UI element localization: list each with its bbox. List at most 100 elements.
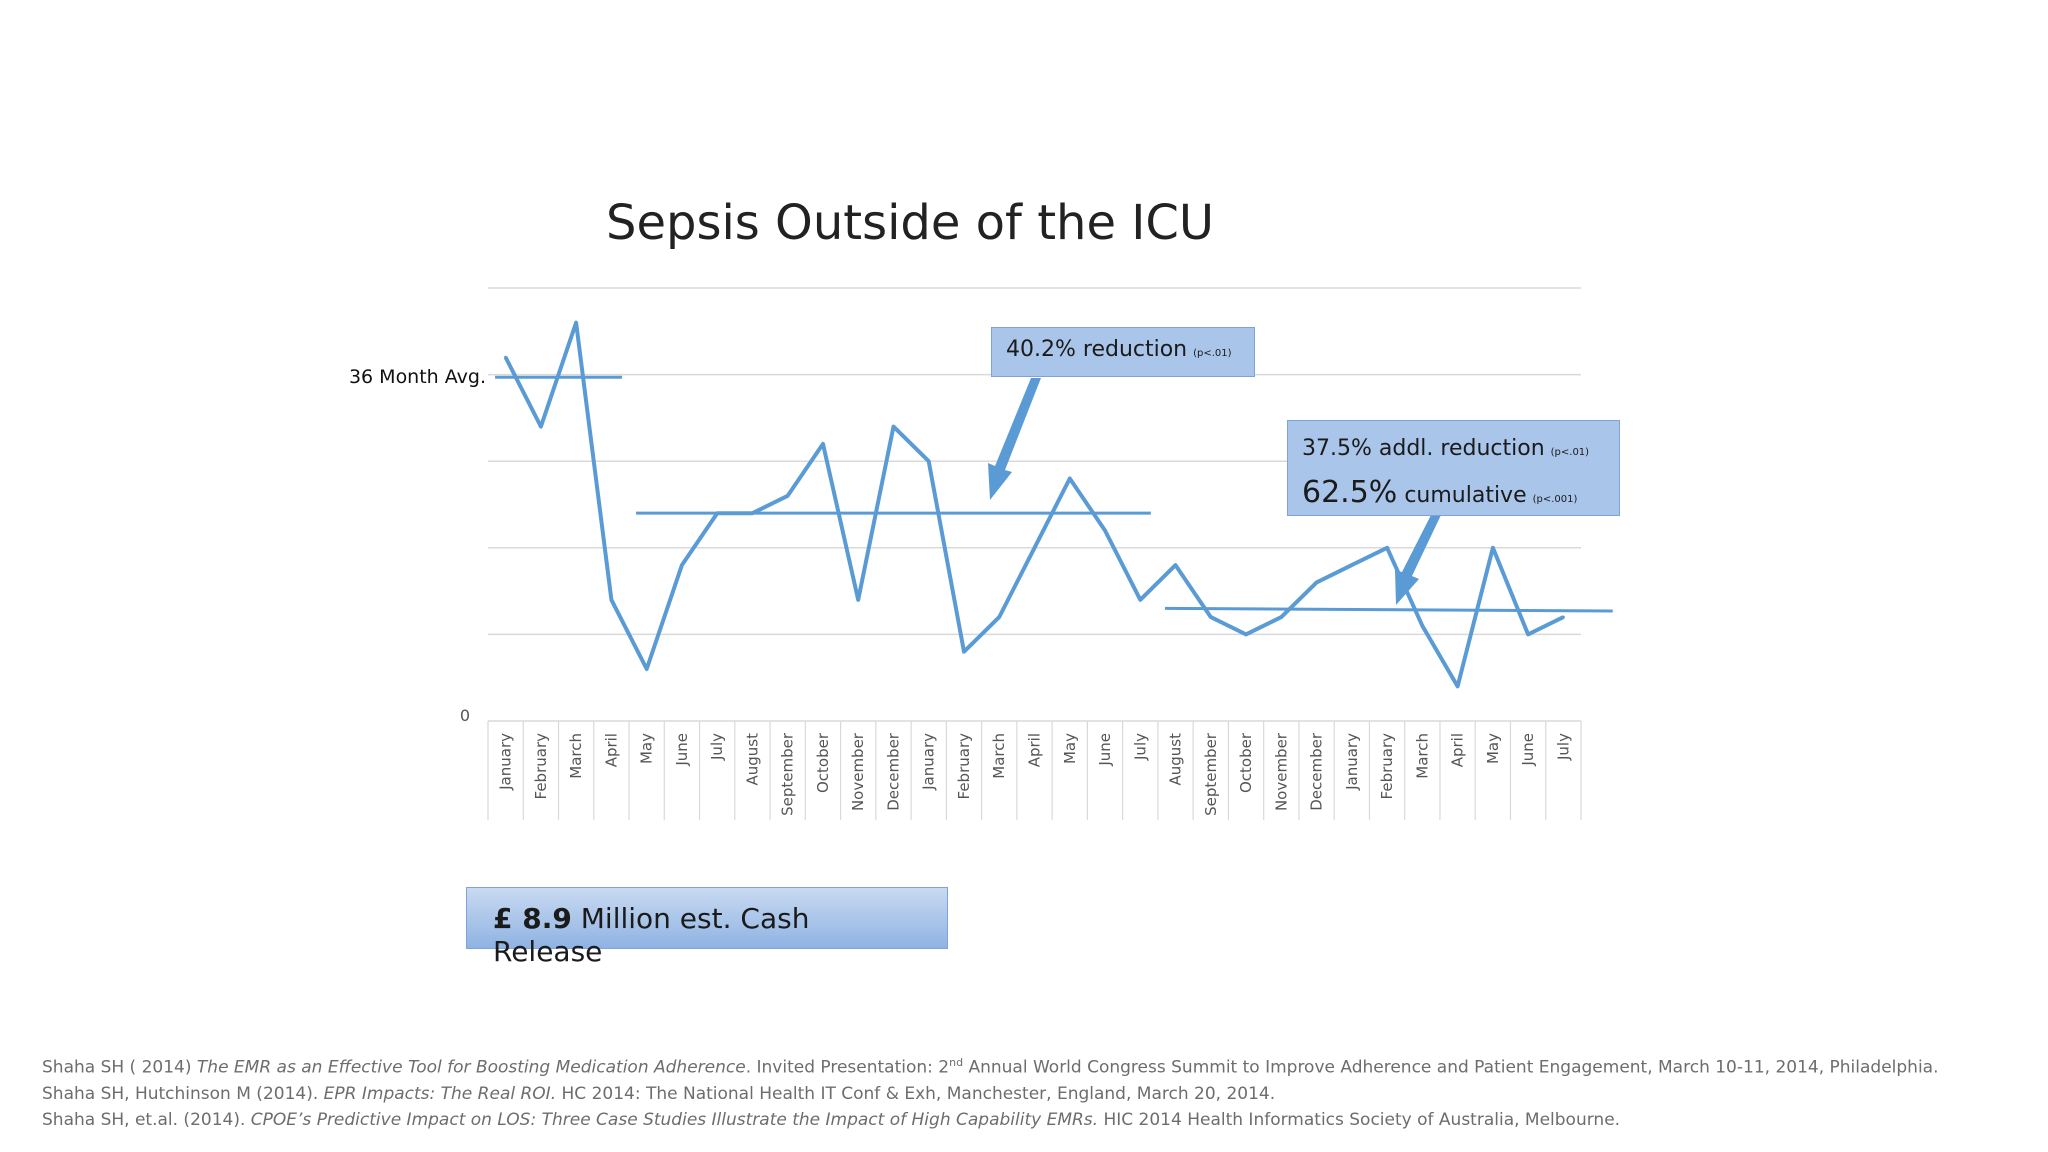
data-point: [680, 563, 684, 567]
data-point: [927, 459, 931, 463]
x-tick-label: February: [1378, 733, 1396, 800]
x-tick-label: May: [1061, 733, 1079, 764]
callout-first-pvalue: (p<.01): [1193, 348, 1232, 359]
x-tick-label: April: [1449, 733, 1467, 767]
x-tick-label: January: [1343, 733, 1361, 791]
callout-second-line1: 37.5% addl. reduction (p<.01): [1302, 429, 1605, 473]
x-tick-label: December: [884, 732, 902, 811]
x-tick-label: March: [1413, 733, 1431, 779]
x-tick-label: October: [814, 732, 832, 793]
reference-3-title: CPOE’s Predictive Impact on LOS: Three C…: [250, 1109, 1099, 1130]
x-tick-label: January: [497, 733, 515, 791]
callout-first-reduction: 40.2% reduction (p<.01): [991, 327, 1255, 377]
x-tick-label: February: [532, 733, 550, 800]
callout-second-text: 37.5% addl. reduction: [1302, 436, 1545, 461]
callout-second-reduction: 37.5% addl. reduction (p<.01) 62.5% cumul…: [1287, 420, 1620, 516]
x-tick-label: July: [708, 733, 726, 761]
x-tick-label: May: [1484, 733, 1502, 764]
data-point: [1138, 598, 1142, 602]
x-axis: January February March April May June July Augu…: [487, 720, 1582, 820]
x-tick-label: April: [602, 733, 620, 767]
callout-first-text: 40.2% reduction: [1006, 337, 1188, 362]
reference-3-detail: HIC 2014 Health Informatics Society of A…: [1098, 1109, 1621, 1130]
data-point: [504, 355, 508, 359]
data-point: [821, 442, 825, 446]
x-tick-label: September: [779, 732, 797, 816]
x-tick-label: May: [638, 733, 656, 764]
data-point: [1385, 546, 1389, 550]
data-point: [539, 425, 543, 429]
data-point: [609, 598, 613, 602]
average-line: [1164, 606, 1613, 613]
data-point: [997, 615, 1001, 619]
reference-1-sup: nd: [949, 1056, 964, 1069]
data-point: [1350, 563, 1354, 567]
data-point: [645, 667, 649, 671]
x-tick-label: December: [1308, 732, 1326, 811]
arrow-first: [988, 378, 1041, 500]
x-tick-label: April: [1026, 733, 1044, 767]
data-point: [1209, 615, 1213, 619]
data-point: [856, 598, 860, 602]
cash-amount: £ 8.9: [493, 902, 572, 935]
reference-2: Shaha SH, Hutchinson M (2014). EPR Impac…: [42, 1081, 2032, 1107]
series: [503, 320, 1565, 689]
x-tick-label: July: [1554, 733, 1572, 761]
data-point: [1103, 528, 1107, 532]
data-point: [1561, 615, 1565, 619]
average-lines: [495, 375, 1613, 613]
reference-1-title: The EMR as an Effective Tool for Boostin…: [196, 1057, 746, 1078]
data-point: [962, 650, 966, 654]
reference-3: Shaha SH, et.al. (2014). CPOE’s Predicti…: [42, 1107, 2032, 1133]
data-point: [1456, 684, 1460, 688]
chart-title: Sepsis Outside of the ICU: [605, 195, 1215, 251]
x-tick-label: November: [1272, 732, 1290, 811]
callout-cumulative-percent: 62.5%: [1302, 475, 1398, 510]
data-point: [574, 321, 578, 325]
arrow-second: [1395, 515, 1441, 605]
y-tick-label: 36 Month Avg.: [349, 366, 486, 388]
x-tick-label: June: [1096, 733, 1114, 767]
y-axis: 0 36 Month Avg.: [349, 366, 486, 725]
y-tick-label: 0: [460, 706, 470, 725]
data-point: [1420, 624, 1424, 628]
callout-arrows: [988, 378, 1441, 605]
cash-release-box: £ 8.9 Million est. Cash Release: [466, 887, 948, 968]
reference-1-detail: . Invited Presentation: 2: [745, 1057, 950, 1078]
data-point: [786, 494, 790, 498]
data-point: [1315, 580, 1319, 584]
x-tick-label: July: [1131, 733, 1149, 761]
data-point: [891, 425, 895, 429]
x-tick-label: February: [955, 733, 973, 800]
references: Shaha SH ( 2014) The EMR as an Effective…: [42, 1050, 2032, 1133]
x-tick-label: September: [1202, 732, 1220, 816]
x-tick-label: June: [673, 733, 691, 767]
reference-2-authors: Shaha SH, Hutchinson M (2014).: [42, 1083, 324, 1104]
x-tick-label: November: [849, 732, 867, 811]
data-point: [1279, 615, 1283, 619]
callout-cumulative-text: cumulative: [1404, 483, 1527, 508]
x-tick-label: March: [990, 733, 1008, 779]
cash-text: Million est. Cash Release: [493, 902, 810, 968]
data-point: [1244, 632, 1248, 636]
line-chart: January February March April May June July Augu…: [349, 287, 1613, 820]
x-tick-label: August: [743, 733, 761, 786]
reference-1: Shaha SH ( 2014) The EMR as an Effective…: [42, 1050, 2032, 1081]
callout-second-line2: 62.5% cumulative (p<.001): [1302, 473, 1605, 520]
data-point: [1526, 632, 1530, 636]
x-tick-label: June: [1519, 733, 1537, 767]
reference-3-authors: Shaha SH, et.al. (2014).: [42, 1109, 251, 1130]
reference-1-detail-end: Annual World Congress Summit to Improve …: [963, 1057, 1939, 1078]
x-tick-label: August: [1167, 733, 1185, 786]
callout-cumulative-pvalue: (p<.001): [1532, 494, 1578, 505]
data-point: [1068, 477, 1072, 481]
reference-2-detail: HC 2014: The National Health IT Conf & E…: [556, 1083, 1276, 1104]
data-point: [1491, 546, 1495, 550]
reference-2-title: EPR Impacts: The Real ROI.: [323, 1083, 557, 1104]
x-tick-label: March: [567, 733, 585, 779]
data-point: [1033, 546, 1036, 550]
x-tick-label: January: [920, 733, 938, 791]
data-point: [1174, 563, 1178, 567]
callout-second-pvalue: (p<.01): [1550, 447, 1590, 458]
reference-1-authors: Shaha SH ( 2014): [42, 1057, 197, 1078]
